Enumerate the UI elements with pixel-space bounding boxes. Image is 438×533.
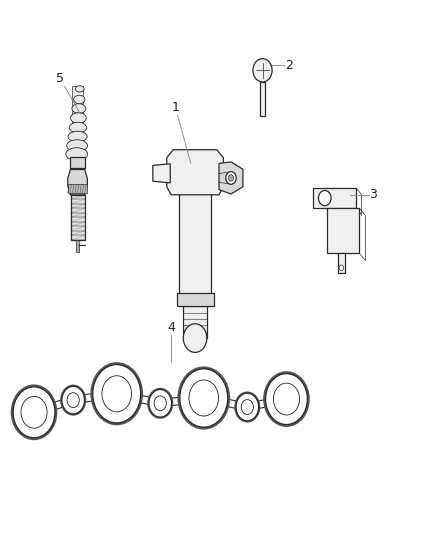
Polygon shape [167,150,223,195]
Bar [313,188,356,208]
Bar [71,195,85,240]
Circle shape [62,386,85,414]
Bar [68,184,87,193]
Ellipse shape [74,95,85,104]
Text: 3: 3 [370,189,378,201]
Circle shape [189,380,219,416]
Circle shape [180,369,228,427]
Bar [76,240,79,252]
Circle shape [154,396,166,411]
Circle shape [241,400,253,415]
Text: 2: 2 [285,59,293,71]
Polygon shape [219,162,243,194]
Circle shape [93,365,141,423]
Circle shape [13,387,55,438]
Circle shape [149,390,172,417]
Circle shape [62,386,85,414]
Circle shape [265,374,307,424]
Circle shape [236,393,258,421]
Ellipse shape [75,86,84,92]
Circle shape [339,265,344,271]
Circle shape [184,324,207,352]
Ellipse shape [66,148,88,160]
Circle shape [180,369,228,427]
Ellipse shape [72,104,86,114]
Polygon shape [153,164,170,183]
Ellipse shape [68,131,87,142]
Bar [179,179,212,306]
Bar [72,86,83,158]
Text: 1: 1 [172,101,180,114]
Bar [184,306,207,338]
Ellipse shape [69,122,87,133]
Circle shape [149,390,172,417]
Polygon shape [68,169,87,195]
Circle shape [226,172,236,184]
Ellipse shape [67,140,88,151]
Bar [177,293,214,306]
Circle shape [318,190,331,206]
Circle shape [102,376,131,412]
Circle shape [67,393,79,408]
Circle shape [93,365,141,423]
Ellipse shape [71,113,86,123]
Bar [327,208,359,253]
Circle shape [273,383,300,415]
Text: 4: 4 [167,321,175,334]
Circle shape [21,397,47,428]
Circle shape [228,175,233,181]
Circle shape [13,387,55,438]
Circle shape [253,59,272,82]
Bar [260,82,265,116]
Bar [338,253,345,273]
Circle shape [236,393,258,421]
Circle shape [265,374,307,424]
Bar [70,157,85,168]
Text: 5: 5 [56,72,64,85]
